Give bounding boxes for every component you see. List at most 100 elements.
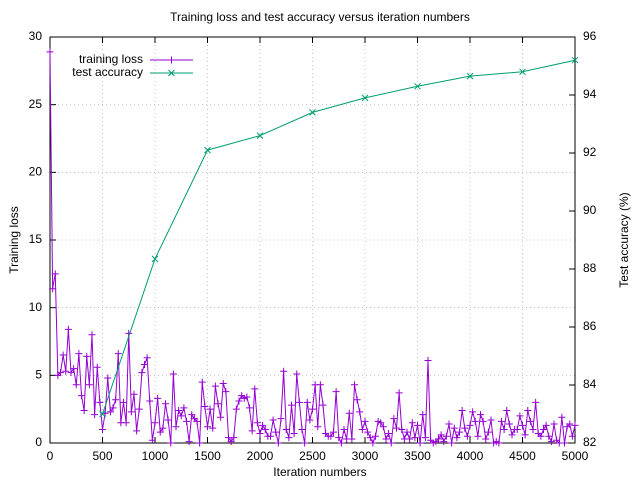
point-marker <box>369 439 377 447</box>
point-marker <box>288 401 295 409</box>
y2-tick-label: 90 <box>583 203 597 217</box>
point-marker <box>243 393 251 401</box>
point-marker <box>477 411 484 419</box>
y-axis-label: Training loss <box>7 206 21 274</box>
point-marker <box>248 427 256 435</box>
x-tick-label: 2000 <box>247 449 274 463</box>
point-marker <box>393 424 400 432</box>
point-marker <box>303 398 311 406</box>
x-tick-label: 5000 <box>562 449 589 463</box>
point-marker <box>246 404 253 412</box>
point-marker <box>516 412 524 420</box>
point-marker <box>437 431 445 439</box>
y2-tick-label: 84 <box>583 377 597 391</box>
y-tick-label: 10 <box>29 300 43 314</box>
point-marker <box>561 439 568 447</box>
point-marker <box>330 428 337 436</box>
point-marker <box>529 425 537 433</box>
point-marker <box>293 370 301 378</box>
point-marker <box>340 425 348 433</box>
point-marker <box>382 435 390 443</box>
point-marker <box>521 431 529 439</box>
point-marker <box>151 419 159 427</box>
point-marker <box>537 432 545 440</box>
point-marker <box>114 350 122 358</box>
point-marker <box>358 425 366 433</box>
series-line <box>102 59 576 415</box>
point-marker <box>395 389 403 397</box>
point-marker <box>235 397 243 405</box>
x-tick-label: 2500 <box>299 449 326 463</box>
point-marker <box>403 428 411 436</box>
point-marker <box>253 419 261 427</box>
point-marker <box>453 434 461 442</box>
point-marker <box>251 385 259 393</box>
point-marker <box>445 420 453 428</box>
point-marker <box>261 425 269 433</box>
point-marker <box>540 425 547 433</box>
y-tick-label: 5 <box>35 368 42 382</box>
y2-tick-label: 96 <box>583 29 597 43</box>
point-marker <box>366 434 374 442</box>
x-tick-label: 1500 <box>194 449 221 463</box>
point-marker <box>204 423 211 431</box>
point-marker <box>298 425 306 433</box>
point-marker <box>474 432 482 440</box>
point-marker <box>146 397 154 405</box>
point-marker <box>406 435 414 443</box>
point-marker <box>204 146 211 154</box>
point-marker <box>99 425 106 433</box>
point-marker <box>411 434 419 442</box>
x-tick-label: 3500 <box>404 449 431 463</box>
point-marker <box>143 354 151 362</box>
point-marker <box>408 419 416 427</box>
point-marker <box>337 439 345 447</box>
point-marker <box>466 72 474 80</box>
point-marker <box>127 408 135 416</box>
point-marker <box>456 428 463 436</box>
point-marker <box>458 407 466 415</box>
point-marker <box>232 405 240 413</box>
point-marker <box>120 398 127 406</box>
point-marker <box>109 404 117 412</box>
legend-key <box>168 69 175 77</box>
point-marker <box>282 425 290 433</box>
point-marker <box>219 379 227 387</box>
point-marker <box>272 428 280 436</box>
point-marker <box>500 425 508 433</box>
point-marker <box>214 400 222 408</box>
point-marker <box>361 94 369 102</box>
point-marker <box>519 68 526 76</box>
y2-tick-label: 82 <box>583 435 597 449</box>
point-marker <box>172 423 180 431</box>
point-marker <box>440 438 448 446</box>
legend-label: test accuracy <box>72 65 143 79</box>
point-marker <box>351 381 358 389</box>
point-marker <box>138 369 146 377</box>
point-marker <box>345 409 353 417</box>
y-tick-label: 15 <box>29 232 43 246</box>
point-marker <box>151 255 159 263</box>
point-marker <box>51 270 59 278</box>
point-marker <box>571 56 579 64</box>
point-marker <box>180 404 188 412</box>
point-marker <box>280 367 288 375</box>
y2-tick-label: 86 <box>583 319 597 333</box>
point-marker <box>550 420 558 428</box>
point-marker <box>185 438 193 446</box>
y-tick-label: 20 <box>29 165 43 179</box>
point-marker <box>46 48 54 56</box>
point-marker <box>495 439 503 447</box>
point-marker <box>568 432 576 440</box>
point-marker <box>67 369 75 377</box>
plot-frame <box>49 36 576 444</box>
point-marker <box>316 381 324 389</box>
point-marker <box>59 351 67 359</box>
point-marker <box>450 424 458 432</box>
y2-tick-label: 88 <box>583 261 597 275</box>
point-marker <box>498 417 505 425</box>
point-marker <box>482 435 490 443</box>
point-marker <box>421 434 429 442</box>
point-marker <box>547 438 555 446</box>
point-marker <box>104 374 112 382</box>
